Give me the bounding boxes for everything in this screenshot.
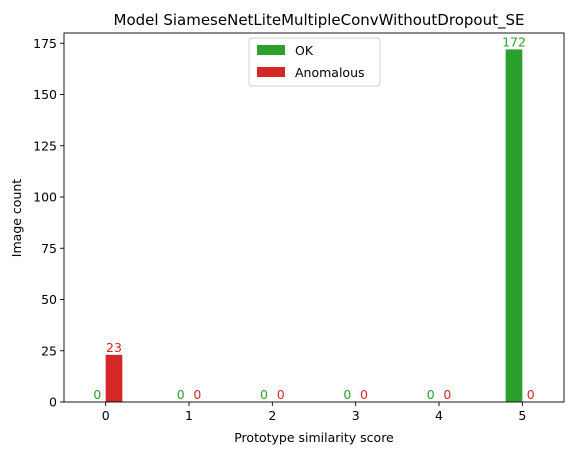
x-tick-label: 1 — [185, 408, 193, 423]
data-label-ok-2: 0 — [260, 387, 268, 402]
legend: OK Anomalous — [248, 37, 381, 87]
data-label-ok-1: 0 — [177, 387, 185, 402]
y-tick-label: 100 — [33, 190, 57, 205]
x-tick-label: 5 — [518, 408, 526, 423]
axes-frame — [63, 32, 565, 403]
x-tick-label: 0 — [102, 408, 110, 423]
y-tick-label: 175 — [33, 36, 57, 51]
legend-swatch-ok — [257, 45, 285, 55]
y-tick-label: 75 — [41, 241, 57, 256]
x-tick-label: 2 — [268, 408, 276, 423]
bar-ok-5 — [505, 49, 523, 403]
y-tick-label: 25 — [41, 343, 57, 358]
data-label-anomalous-3: 0 — [360, 387, 368, 402]
data-label-anomalous-0: 23 — [106, 340, 122, 355]
x-tick-label: 3 — [352, 408, 360, 423]
y-tick-label: 150 — [33, 87, 57, 102]
y-tick-label: 125 — [33, 138, 57, 153]
y-tick-label: 50 — [41, 292, 57, 307]
data-label-anomalous-4: 0 — [443, 387, 451, 402]
y-axis-label: Image count — [9, 179, 24, 257]
chart-title: Model SiameseNetLiteMultipleConvWithoutD… — [114, 11, 525, 30]
x-tick-label: 4 — [435, 408, 443, 423]
data-label-anomalous-5: 0 — [527, 387, 535, 402]
data-label-ok-0: 0 — [93, 387, 101, 402]
data-label-ok-5: 172 — [502, 34, 526, 49]
bar-anomalous-0 — [105, 354, 123, 402]
data-label-anomalous-1: 0 — [193, 387, 201, 402]
data-label-anomalous-2: 0 — [277, 387, 285, 402]
legend-label-ok: OK — [295, 43, 314, 58]
data-label-ok-3: 0 — [343, 387, 351, 402]
y-tick-label: 0 — [49, 395, 57, 410]
legend-label-anomalous: Anomalous — [295, 65, 365, 80]
x-axis-label: Prototype similarity score — [234, 430, 394, 445]
legend-swatch-anomalous — [257, 67, 285, 77]
data-label-ok-4: 0 — [427, 387, 435, 402]
